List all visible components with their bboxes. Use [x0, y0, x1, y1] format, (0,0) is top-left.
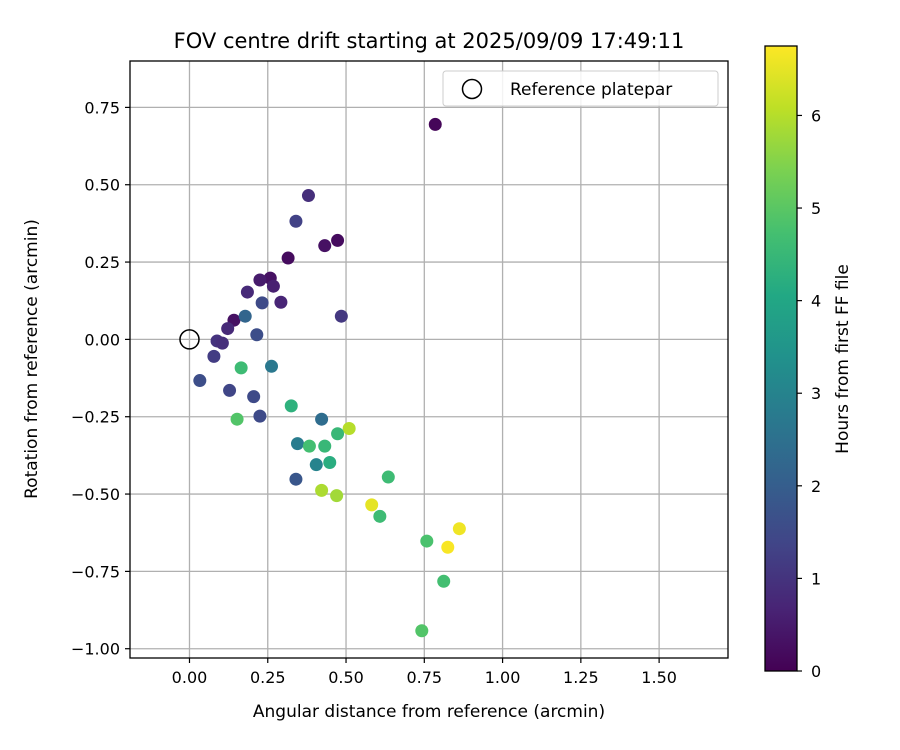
- data-point: [452, 522, 466, 536]
- data-point: [223, 383, 237, 397]
- legend-label-reference: Reference platepar: [510, 80, 672, 100]
- data-point: [265, 359, 279, 373]
- x-tick-label: 0.00: [172, 668, 208, 687]
- data-point: [302, 439, 316, 453]
- x-tick-label: 0.75: [406, 668, 442, 687]
- data-point: [342, 421, 356, 435]
- colorbar-frame: [764, 45, 798, 672]
- data-point: [301, 189, 315, 203]
- colorbar-tick-label: 6: [811, 106, 821, 125]
- x-tick-label: 1.50: [641, 668, 677, 687]
- data-point: [331, 427, 345, 441]
- y-tick-label: −0.50: [71, 485, 120, 504]
- y-tick-label: −1.00: [71, 640, 120, 659]
- colorbar-ticks: 0 1 2 3 4 5 6: [797, 106, 821, 681]
- data-point: [373, 509, 387, 523]
- chart-title: FOV centre drift starting at 2025/09/09 …: [174, 29, 685, 53]
- data-point: [415, 624, 429, 638]
- y-axis-label: Rotation from reference (arcmin): [22, 219, 42, 499]
- data-point: [274, 295, 288, 309]
- data-point: [323, 456, 337, 470]
- data-point: [428, 117, 442, 131]
- reference-point-marker: [179, 329, 200, 350]
- data-points: [193, 117, 466, 638]
- data-point: [284, 399, 298, 413]
- data-point: [420, 534, 434, 548]
- colorbar-tick-label: 4: [811, 292, 821, 311]
- data-point: [253, 409, 267, 423]
- x-axis-label: Angular distance from reference (arcmin): [253, 702, 605, 722]
- colorbar-gradient: [765, 46, 797, 671]
- colorbar-tick-label: 5: [811, 199, 821, 218]
- x-tick-label: 0.50: [328, 668, 364, 687]
- data-point: [437, 574, 451, 588]
- y-tick-label: 0.25: [84, 253, 120, 272]
- data-point: [207, 349, 221, 363]
- x-axis-ticks: 0.00 0.25 0.50 0.75 1.00 1.25 1.50: [172, 658, 677, 687]
- data-point: [253, 273, 267, 287]
- data-point: [331, 233, 345, 247]
- data-point: [215, 336, 229, 350]
- y-tick-label: −0.75: [71, 562, 120, 581]
- data-point: [315, 412, 329, 426]
- x-tick-label: 1.00: [485, 668, 521, 687]
- data-point: [309, 458, 323, 472]
- x-tick-label: 0.25: [250, 668, 286, 687]
- y-tick-label: 0.00: [84, 330, 120, 349]
- y-axis-ticks: 0.75 0.50 0.25 0.00 −0.25 −0.50 −0.75 −1.00: [71, 98, 130, 659]
- y-tick-label: 0.75: [84, 98, 120, 117]
- data-point: [289, 472, 303, 486]
- colorbar-tick-label: 1: [811, 569, 821, 588]
- data-point: [365, 498, 379, 512]
- y-tick-label: −0.25: [71, 408, 120, 427]
- colorbar-label: Hours from first FF file: [833, 264, 853, 454]
- data-point: [238, 309, 252, 323]
- colorbar-tick-label: 2: [811, 477, 821, 496]
- data-point: [221, 322, 235, 336]
- data-point: [318, 439, 332, 453]
- data-point: [334, 309, 348, 323]
- legend-reference-marker: [461, 78, 483, 100]
- data-point: [289, 214, 303, 228]
- reference-layer: [179, 329, 200, 350]
- colorbar-tick-label: 3: [811, 384, 821, 403]
- colorbar-tick-label: 0: [811, 662, 821, 681]
- legend: Reference platepar: [442, 70, 719, 107]
- x-tick-label: 1.25: [563, 668, 599, 687]
- data-point: [234, 361, 248, 375]
- data-point: [441, 540, 455, 554]
- data-point: [193, 374, 207, 388]
- data-point: [330, 489, 344, 503]
- colorbar: 0 1 2 3 4 5 6 Hours from first FF file: [764, 45, 853, 681]
- data-point: [291, 437, 305, 451]
- data-point: [381, 470, 395, 484]
- legend-box: [442, 70, 719, 107]
- data-point: [247, 390, 261, 404]
- data-point: [230, 412, 244, 426]
- y-tick-label: 0.50: [84, 176, 120, 195]
- data-point: [281, 251, 295, 265]
- data-point: [250, 328, 264, 342]
- data-point: [255, 296, 269, 310]
- data-point: [315, 483, 329, 497]
- data-point: [266, 279, 280, 293]
- grid: [130, 61, 728, 658]
- plot-frame: [129, 60, 729, 659]
- data-point: [318, 239, 332, 253]
- data-point: [240, 285, 254, 299]
